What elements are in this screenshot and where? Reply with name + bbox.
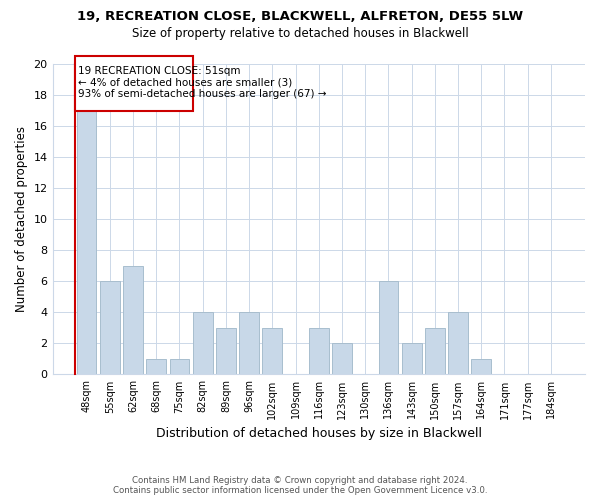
Text: 19 RECREATION CLOSE: 51sqm
← 4% of detached houses are smaller (3)
93% of semi-d: 19 RECREATION CLOSE: 51sqm ← 4% of detac… (79, 66, 327, 99)
Bar (332, 344, 352, 374)
Bar (100, 282, 119, 374)
Bar (425, 328, 445, 374)
Bar (448, 312, 468, 374)
Text: Contains HM Land Registry data © Crown copyright and database right 2024.
Contai: Contains HM Land Registry data © Crown c… (113, 476, 487, 495)
Bar (77, 80, 97, 374)
Bar (379, 282, 398, 374)
Bar (262, 328, 282, 374)
Bar (193, 312, 212, 374)
Bar (309, 328, 329, 374)
Bar (170, 359, 190, 374)
Bar (472, 359, 491, 374)
Bar (402, 344, 422, 374)
Text: 19, RECREATION CLOSE, BLACKWELL, ALFRETON, DE55 5LW: 19, RECREATION CLOSE, BLACKWELL, ALFRETO… (77, 10, 523, 23)
Y-axis label: Number of detached properties: Number of detached properties (15, 126, 28, 312)
Bar (146, 359, 166, 374)
X-axis label: Distribution of detached houses by size in Blackwell: Distribution of detached houses by size … (156, 427, 482, 440)
Bar (216, 328, 236, 374)
Bar (239, 312, 259, 374)
Text: Size of property relative to detached houses in Blackwell: Size of property relative to detached ho… (131, 28, 469, 40)
Bar (123, 266, 143, 374)
